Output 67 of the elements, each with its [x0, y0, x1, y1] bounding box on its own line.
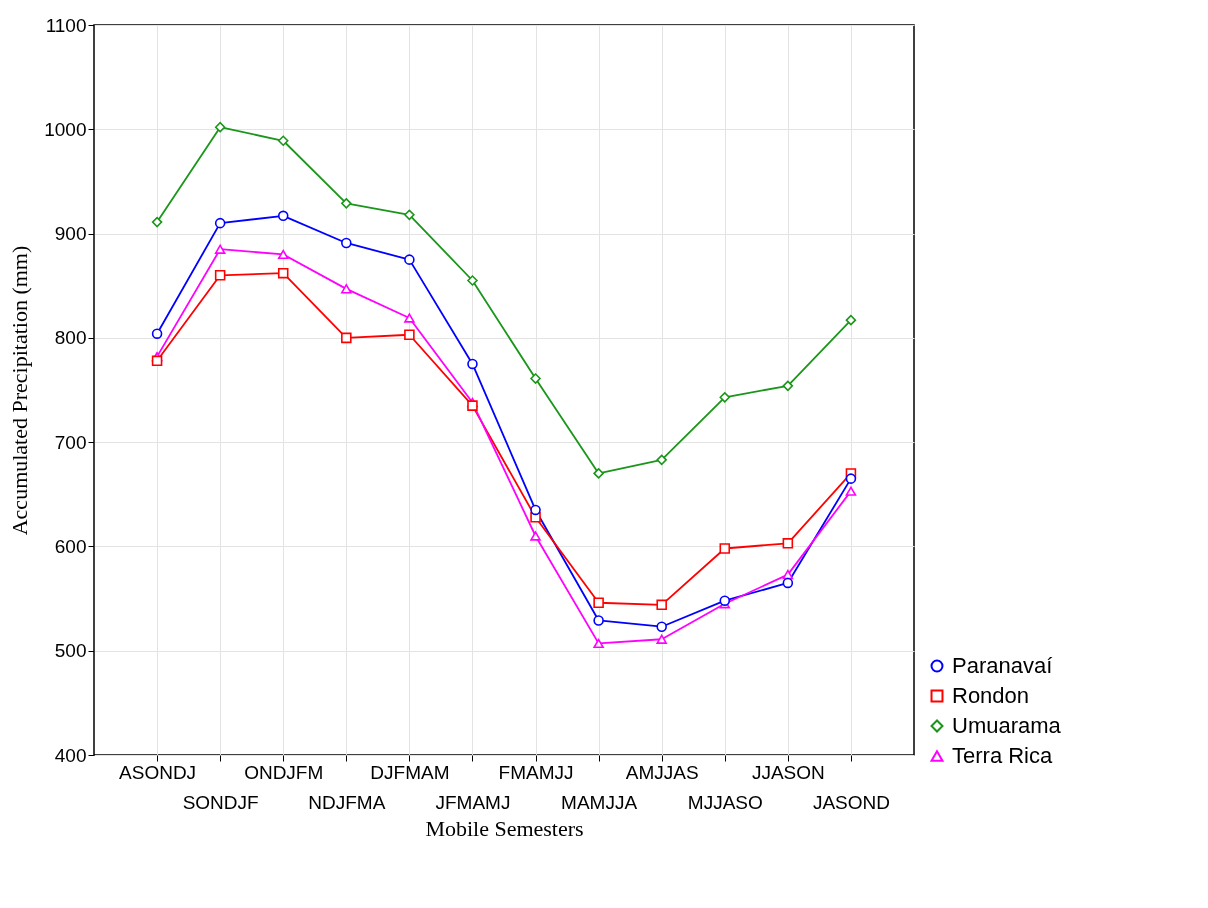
point [467, 275, 478, 286]
legend-label: Umuarama [952, 713, 1062, 738]
point [782, 569, 794, 580]
point [719, 543, 731, 554]
point [214, 270, 226, 281]
x-tick-label: JFMAMJ [435, 791, 511, 813]
point [656, 454, 667, 466]
x-tick-label: AMJJAS [625, 761, 699, 783]
point [341, 237, 352, 249]
point [593, 468, 604, 479]
x-tick-label: DJFMAM [370, 761, 450, 783]
legend-label: Terra Rica [952, 743, 1054, 768]
point [656, 599, 667, 611]
y-tick-label: 1100 [45, 14, 87, 36]
point [341, 284, 352, 294]
point [845, 486, 857, 496]
point [593, 638, 604, 649]
point [277, 135, 289, 147]
point [151, 216, 163, 228]
x-tick-label: FMAMJJ [498, 761, 574, 783]
x-tick-label: JASOND [812, 791, 890, 813]
y-tick-label: 1000 [44, 118, 87, 140]
point [341, 198, 352, 209]
x-tick-label: MJJASO [687, 791, 763, 813]
point [277, 210, 289, 222]
point [404, 329, 415, 340]
point [656, 621, 667, 632]
point [593, 615, 604, 626]
point [151, 355, 163, 367]
x-tick-label: SONDJF [182, 791, 259, 813]
point [467, 358, 478, 370]
point [782, 577, 794, 589]
point [782, 380, 794, 392]
y-tick-label: 800 [54, 327, 87, 349]
point [593, 597, 604, 609]
y-tick-label: 500 [54, 640, 87, 662]
point [214, 121, 226, 133]
legend-label: Paranavaí [952, 653, 1053, 678]
point [530, 504, 541, 516]
point [782, 538, 794, 549]
point [214, 244, 226, 254]
x-tick-label: JJASON [751, 761, 825, 783]
y-tick-label: 400 [54, 744, 87, 766]
point [404, 313, 415, 323]
point [530, 373, 541, 384]
x-tick-label: NDJFMA [308, 791, 386, 813]
y-tick-label: 900 [54, 223, 87, 245]
point [214, 217, 226, 229]
point [151, 328, 163, 339]
point [845, 314, 857, 326]
x-tick-label: ONDJFM [244, 761, 324, 783]
legend-label: Rondon [952, 683, 1030, 708]
point [341, 332, 352, 344]
point [845, 473, 857, 484]
y-tick-label: 600 [54, 535, 87, 557]
point [719, 392, 731, 403]
x-tick-label: ASONDJ [119, 761, 197, 783]
point [277, 267, 289, 279]
x-axis-title: Mobile Semesters [425, 815, 584, 841]
point [404, 209, 415, 221]
y-axis-title: Accumulated Precipitation (mm) [7, 245, 33, 536]
point [530, 531, 541, 541]
y-tick-label: 700 [54, 431, 87, 453]
point [404, 254, 415, 265]
point [277, 249, 289, 260]
x-tick-label: MAMJJA [561, 791, 638, 813]
point [656, 634, 667, 644]
